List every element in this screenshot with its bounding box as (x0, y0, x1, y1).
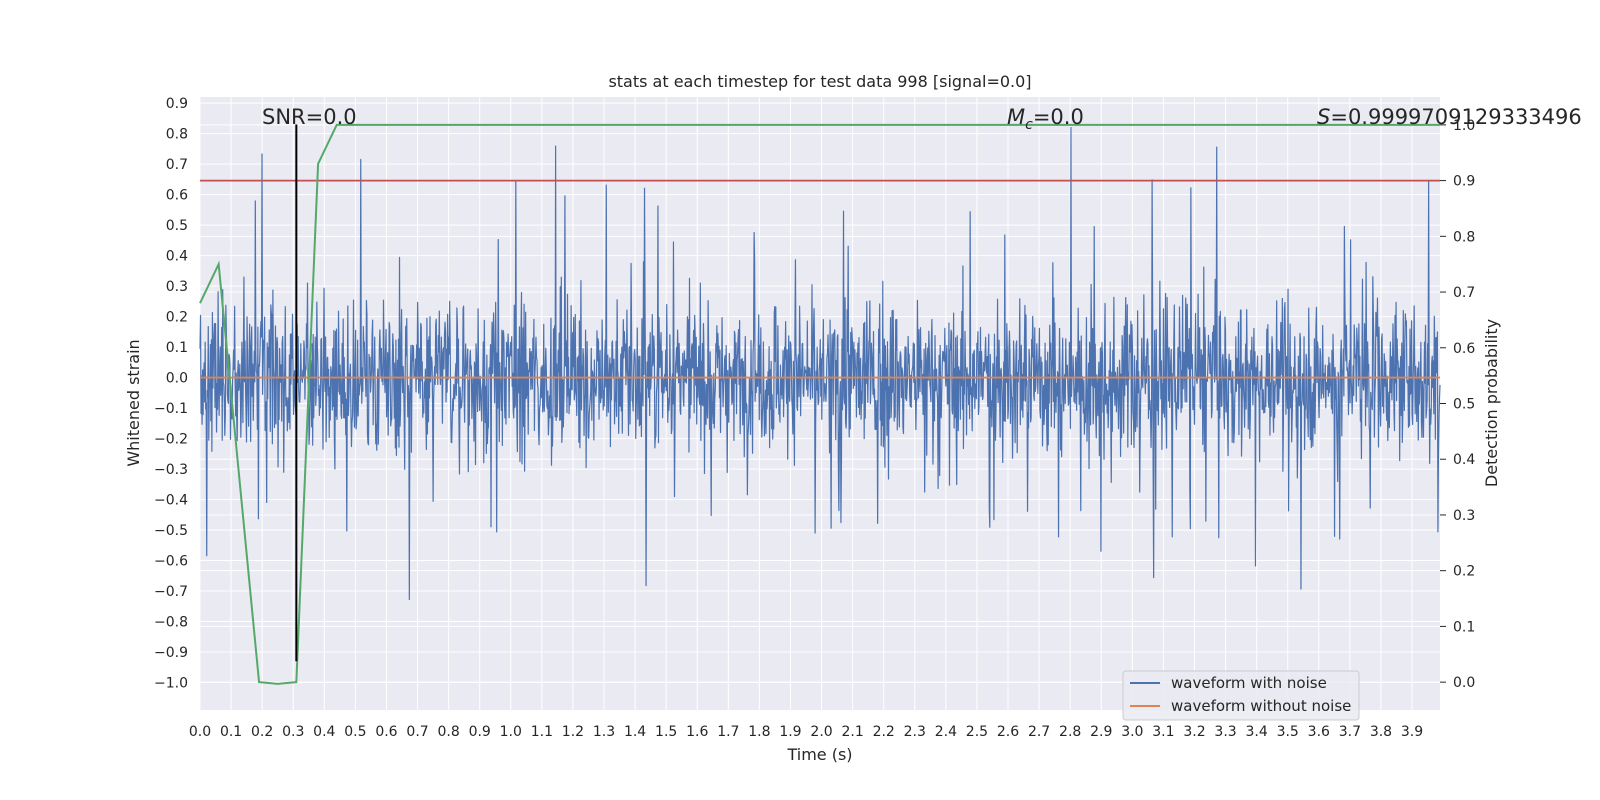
chart-title: stats at each timestep for test data 998… (608, 72, 1031, 91)
y-tick-label: 0.6 (166, 188, 188, 204)
y2-tick-label: 0.2 (1453, 564, 1475, 580)
annotation-mc-value: =0.0 (1033, 105, 1084, 129)
x-tick-label: 3.2 (1183, 724, 1205, 740)
legend-label-with-noise: waveform with noise (1171, 674, 1327, 692)
overlay-series (199, 123, 1441, 685)
x-tick-label: 3.1 (1152, 724, 1174, 740)
x-axis-label: Time (s) (786, 745, 852, 764)
x-tick-label: 1.7 (717, 724, 739, 740)
y2-tick-label: 0.9 (1453, 174, 1475, 190)
x-tick-label: 1.5 (655, 724, 677, 740)
x-tick-label: 3.9 (1401, 724, 1423, 740)
x-tick-label: 2.4 (935, 724, 957, 740)
y-tick-label: 0.8 (166, 127, 188, 143)
y-tick-label: −0.1 (154, 401, 188, 417)
y2-axis-label: Detection probability (1482, 319, 1501, 487)
x-tick-label: 3.8 (1370, 724, 1392, 740)
x-tick-label: 1.2 (562, 724, 584, 740)
x-tick-label: 0.1 (220, 724, 242, 740)
x-tick-label: 2.5 (966, 724, 988, 740)
y-tick-label: 0.4 (166, 249, 188, 265)
annotation-s: S=0.9999709129333496 (1317, 105, 1582, 129)
x-tick-label: 0.4 (313, 724, 335, 740)
y2-tick-label: 0.1 (1453, 619, 1475, 635)
x-tick-label: 1.4 (624, 724, 646, 740)
y2-tick-label: 0.7 (1453, 285, 1475, 301)
annotation-s-value: =0.9999709129333496 (1330, 105, 1581, 129)
x-tick-label: 0.0 (189, 724, 211, 740)
y-tick-label: 0.7 (166, 157, 188, 173)
x-tick-label: 3.6 (1308, 724, 1330, 740)
x-tick-label: 3.4 (1246, 724, 1268, 740)
series-waveform-with-noise (199, 126, 1441, 601)
y2-tick-label: 1.0 (1453, 118, 1475, 134)
x-tick-label: 2.8 (1059, 724, 1081, 740)
y-tick-label: −0.9 (154, 645, 188, 661)
x-tick-label: 1.6 (686, 724, 708, 740)
x-tick-label: 1.9 (779, 724, 801, 740)
x-tick-label: 2.9 (1090, 724, 1112, 740)
x-tick-label: 2.2 (873, 724, 895, 740)
y-tick-label: 0.1 (166, 340, 188, 356)
x-tick-label: 2.6 (997, 724, 1019, 740)
axis-ticks: 0.0 0.1 0.2 0.3 0.4 0.5 0.6 0.7 0.8 0.9 1.0 1.1 1.2 1… (154, 96, 1475, 740)
x-tick-label: 2.1 (841, 724, 863, 740)
y-tick-label: 0.9 (166, 96, 188, 112)
y-tick-label: −1.0 (154, 676, 188, 692)
y-tick-label: 0.2 (166, 310, 188, 326)
legend: waveform with noise waveform without noi… (1122, 670, 1360, 721)
x-tick-label: 0.9 (469, 724, 491, 740)
x-tick-label: 0.3 (282, 724, 304, 740)
y2-tick-label: 0.6 (1453, 341, 1475, 357)
x-tick-label: 3.0 (1121, 724, 1143, 740)
annotation-mc-symbol: M (1007, 105, 1025, 129)
y2-tick-label: 0.5 (1453, 397, 1475, 413)
legend-box (1122, 670, 1360, 721)
x-tick-label: 1.8 (748, 724, 770, 740)
annotation-snr: SNR=0.0 (262, 105, 357, 129)
x-tick-label: 2.3 (904, 724, 926, 740)
x-tick-label: 0.2 (251, 724, 273, 740)
annotation-mc-subscript: c (1025, 117, 1033, 133)
y2-tick-label: 0.4 (1453, 452, 1475, 468)
y-tick-label: −0.8 (154, 615, 188, 631)
y-tick-label: 0.3 (166, 279, 188, 295)
x-tick-label: 0.5 (344, 724, 366, 740)
x-tick-label: 1.1 (531, 724, 553, 740)
x-tick-label: 2.7 (1028, 724, 1050, 740)
x-tick-label: 1.3 (593, 724, 615, 740)
y-tick-label: −0.5 (154, 523, 188, 539)
y-tick-label: −0.6 (154, 554, 188, 570)
x-tick-label: 3.7 (1339, 724, 1361, 740)
y-tick-label: −0.3 (154, 462, 188, 478)
detection-probability-line (199, 123, 1440, 685)
x-tick-label: 1.0 (500, 724, 522, 740)
y-tick-label: −0.2 (154, 432, 188, 448)
x-tick-label: 0.7 (406, 724, 428, 740)
x-tick-label: 0.8 (437, 724, 459, 740)
x-tick-label: 0.6 (375, 724, 397, 740)
noise-waveform-line (199, 126, 1441, 601)
x-tick-label: 2.0 (810, 724, 832, 740)
y2-tick-label: 0.0 (1453, 675, 1475, 691)
y-axis-label: Whitened strain (124, 339, 143, 466)
y-tick-label: −0.7 (154, 584, 188, 600)
annotation-mc: Mc=0.0 (1007, 105, 1084, 133)
annotation-s-symbol: S (1317, 105, 1330, 129)
y-tick-label: 0.5 (166, 218, 188, 234)
x-tick-label: 3.5 (1277, 724, 1299, 740)
y-tick-label: 0.0 (166, 371, 188, 387)
legend-label-without-noise: waveform without noise (1171, 697, 1351, 715)
x-tick-label: 3.3 (1214, 724, 1236, 740)
y-tick-label: −0.4 (154, 493, 188, 509)
y2-tick-label: 0.8 (1453, 229, 1475, 245)
y2-tick-label: 0.3 (1453, 508, 1475, 524)
